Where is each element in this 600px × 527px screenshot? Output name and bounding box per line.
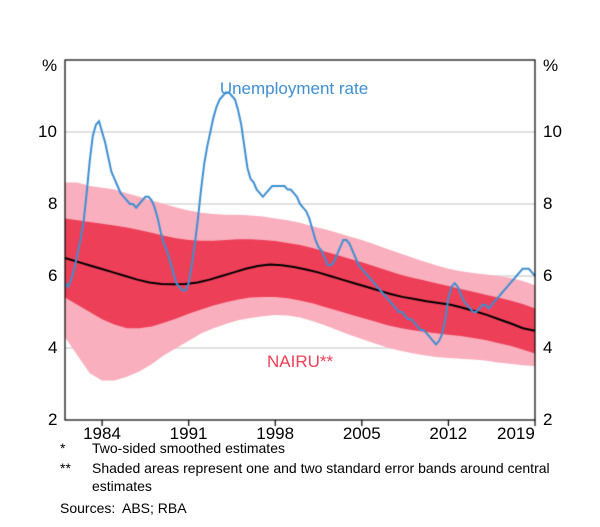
ytick-right-2: 2 <box>543 410 552 430</box>
label-unemployment: Unemployment rate <box>220 79 368 99</box>
y-unit-left: % <box>42 56 57 76</box>
footnote-1-text: Two-sided smoothed estimates <box>92 440 572 458</box>
sources-line: Sources:ABS; RBA <box>60 500 187 518</box>
label-nairu: NAIRU** <box>267 352 333 372</box>
y-unit-right: % <box>543 56 558 76</box>
sources-label: Sources: <box>60 500 122 518</box>
ytick-right-8: 8 <box>543 194 552 214</box>
footnote-2-symbol: ** <box>60 460 92 478</box>
ytick-left-4: 4 <box>48 338 57 358</box>
ytick-left-8: 8 <box>48 194 57 214</box>
ytick-left-2: 2 <box>48 410 57 430</box>
ytick-right-10: 10 <box>543 122 562 142</box>
footnote-2-text: Shaded areas represent one and two stand… <box>92 460 572 495</box>
ytick-right-6: 6 <box>543 266 552 286</box>
sources-text: ABS; RBA <box>122 500 187 516</box>
footnote-1: *Two-sided smoothed estimates <box>60 440 572 458</box>
ytick-left-6: 6 <box>48 266 57 286</box>
ytick-right-4: 4 <box>543 338 552 358</box>
ytick-left-10: 10 <box>38 122 57 142</box>
footnote-1-symbol: * <box>60 440 92 458</box>
footnote-2: **Shaded areas represent one and two sta… <box>60 460 572 495</box>
nairu-chart-figure: { "layout": { "width": 600, "height": 52… <box>0 0 600 527</box>
